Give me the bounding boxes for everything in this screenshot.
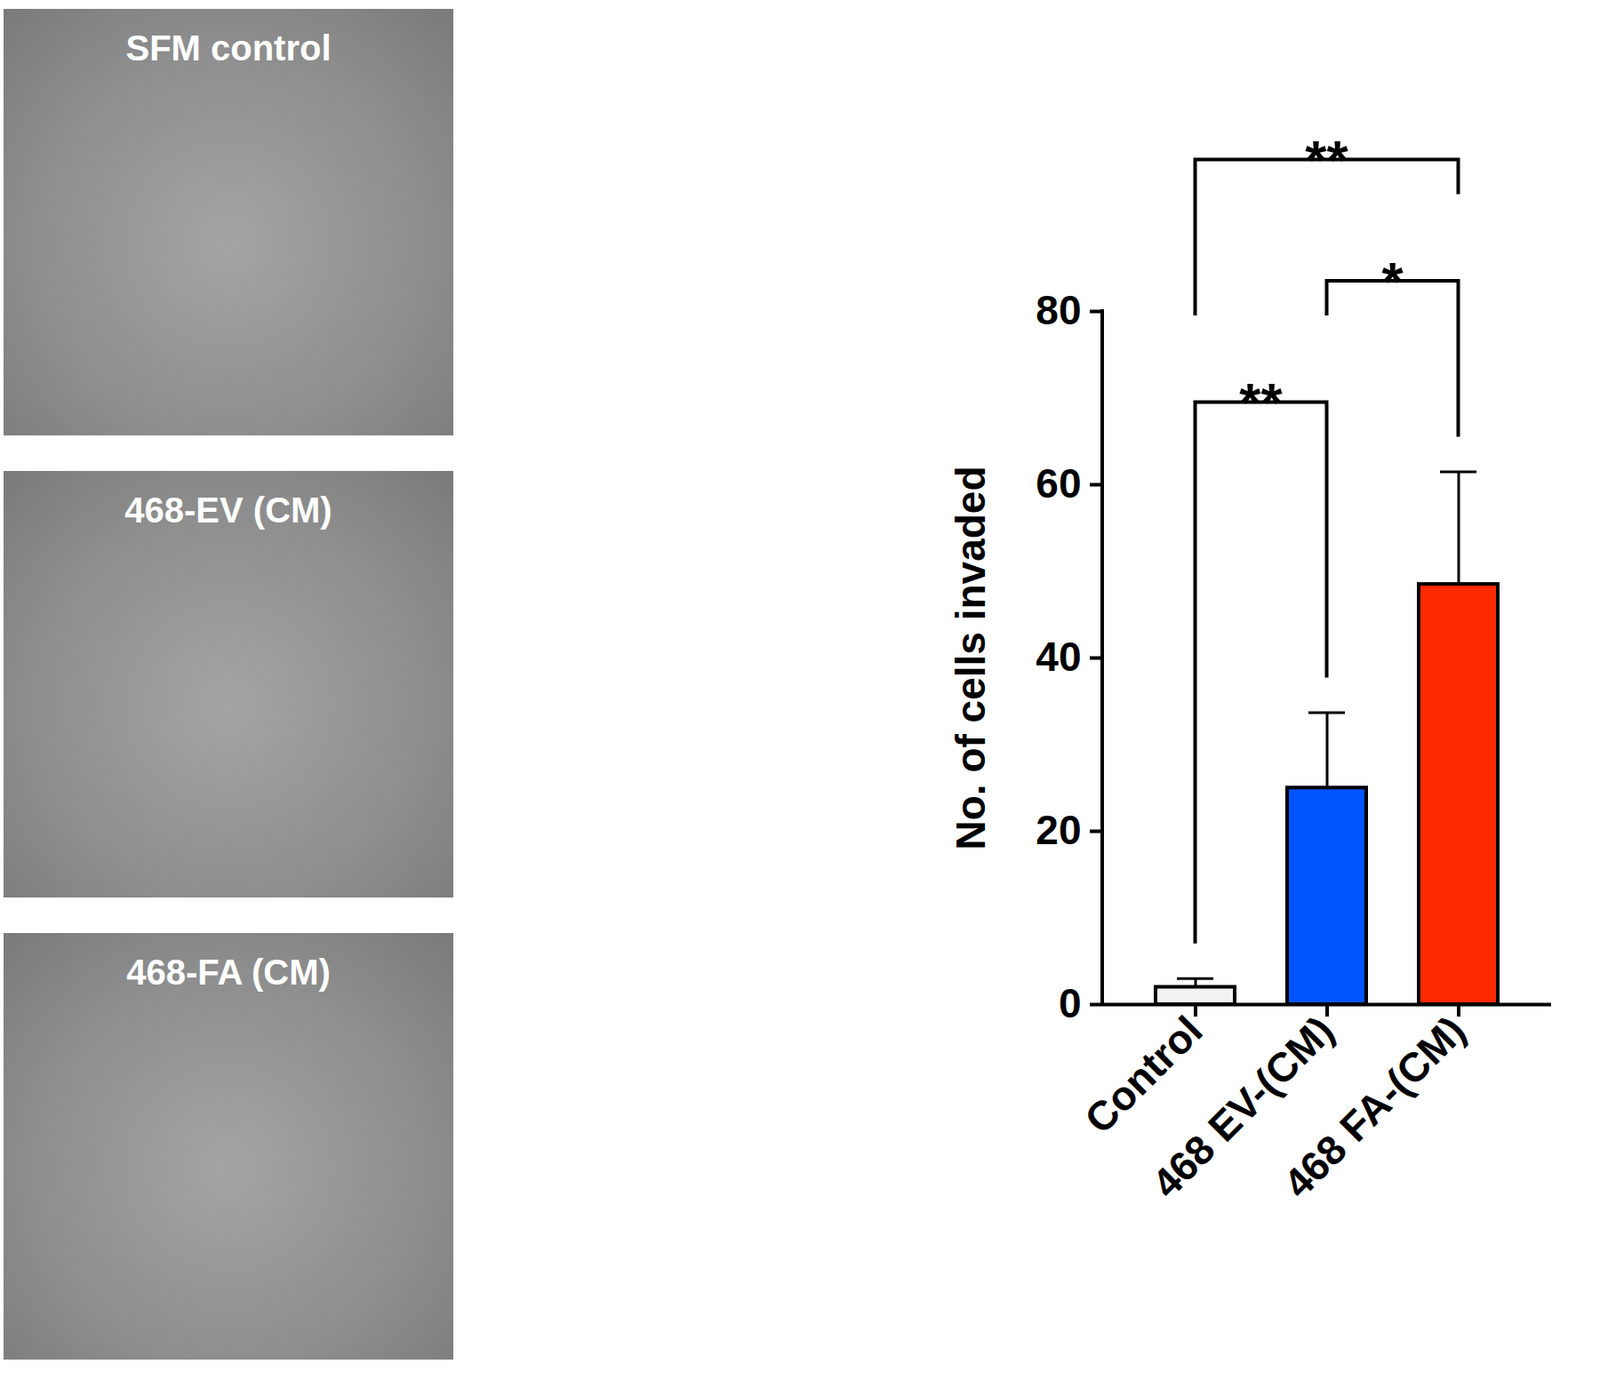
svg-text:**: ** bbox=[1304, 128, 1349, 191]
svg-text:0: 0 bbox=[1058, 980, 1082, 1027]
svg-text:20: 20 bbox=[1035, 807, 1081, 854]
svg-text:468 EV-(CM): 468 EV-(CM) bbox=[1142, 1007, 1343, 1208]
svg-text:40: 40 bbox=[1035, 633, 1081, 680]
svg-text:Control: Control bbox=[1075, 1007, 1211, 1143]
svg-text:*: * bbox=[1381, 250, 1404, 312]
svg-text:**: ** bbox=[1239, 371, 1283, 433]
svg-text:60: 60 bbox=[1035, 460, 1081, 507]
html-text:468-FA (CM): 468-FA (CM) bbox=[126, 952, 331, 992]
svg-text:No. of cells invaded: No. of cells invaded bbox=[947, 466, 994, 851]
svg-text:80: 80 bbox=[1035, 287, 1081, 334]
html-text:SFM control: SFM control bbox=[125, 28, 332, 68]
svg-text:468 FA-(CM): 468 FA-(CM) bbox=[1274, 1007, 1475, 1208]
html-text:468-EV (CM): 468-EV (CM) bbox=[124, 490, 333, 530]
